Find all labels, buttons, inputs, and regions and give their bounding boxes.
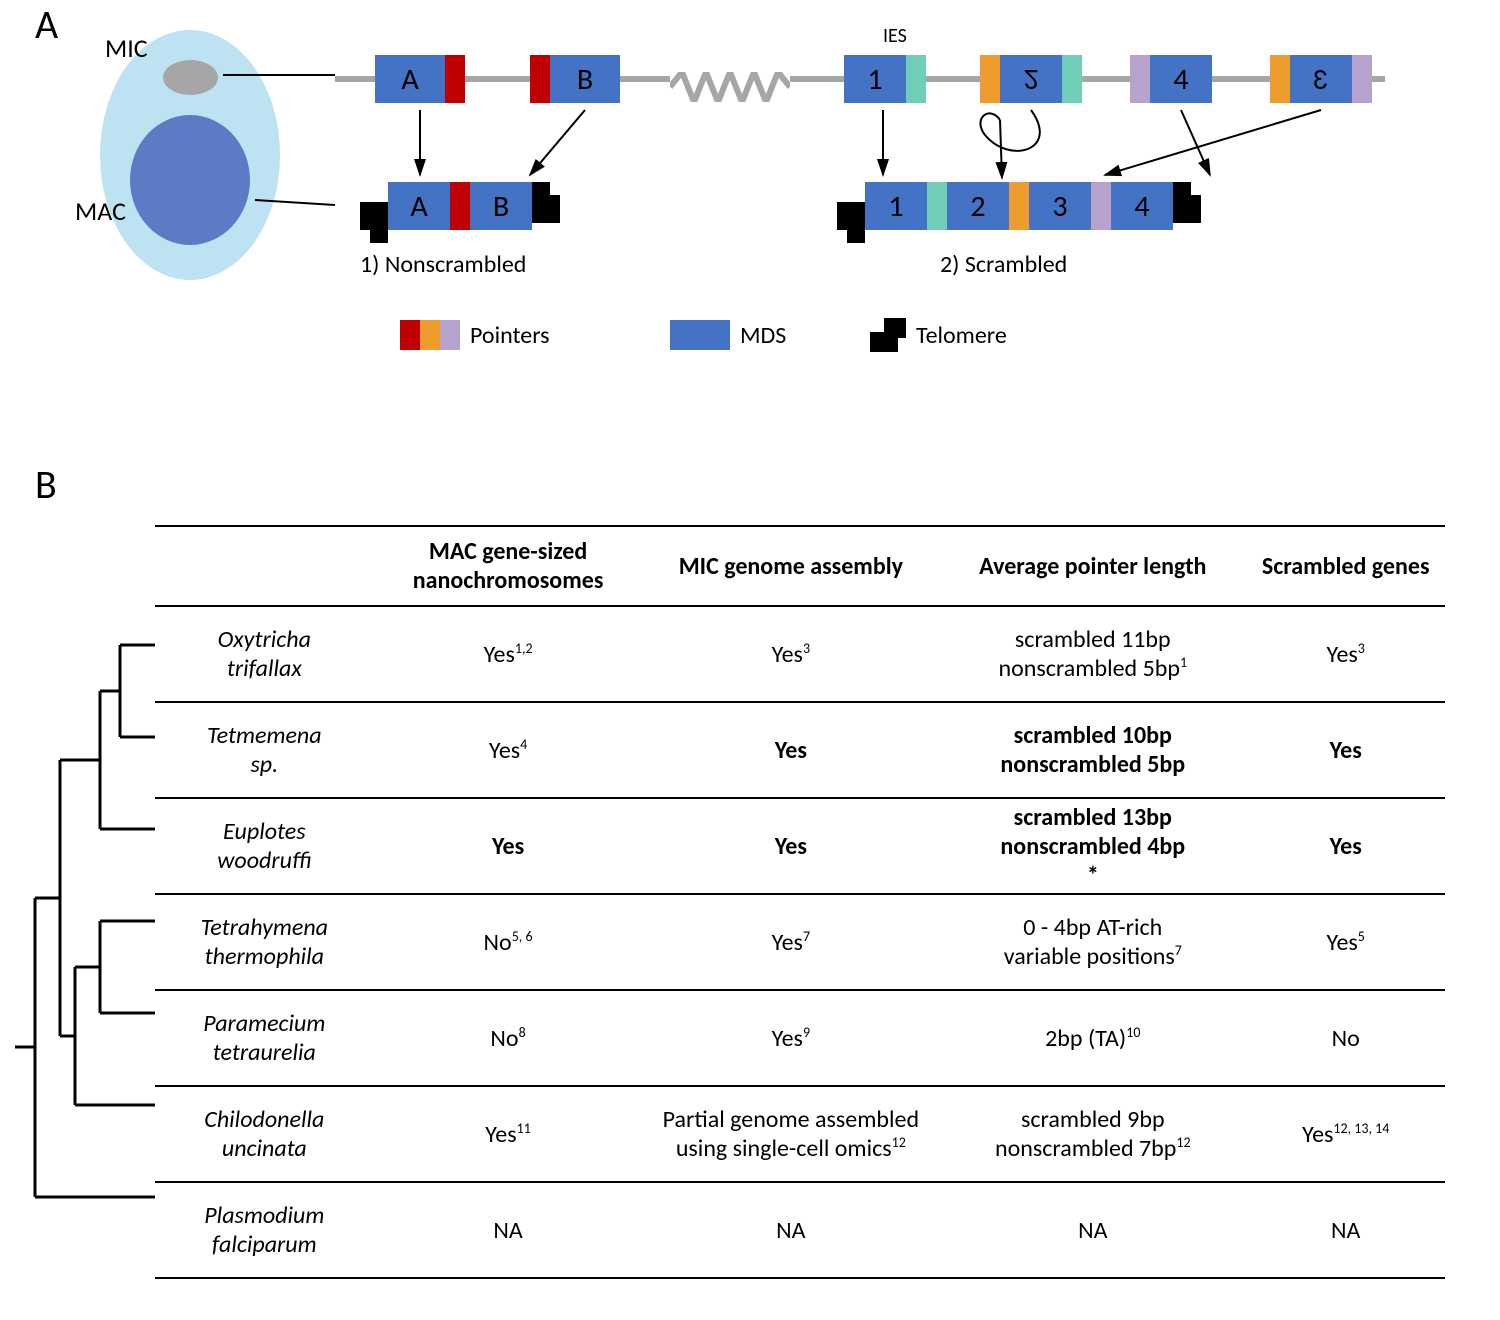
mac-block-2-label: 2 [970,188,985,225]
data-cell: No [1246,990,1445,1086]
mac-pointer-teal [927,182,947,230]
mac-block-4: 4 [1111,182,1173,230]
mac-block-B-label: B [493,188,509,225]
legend-mds-icon [670,320,730,350]
mac-block-A-label: A [410,188,427,225]
legend-mds-label: MDS [740,321,786,350]
legend-telomere-icon [870,318,906,352]
data-cell: Yes [374,798,643,894]
legend-pointer-red-icon [400,320,420,350]
data-cell: Yes [643,702,940,798]
data-cell: No8 [374,990,643,1086]
data-cell: Partial genome assembledusing single-cel… [643,1086,940,1182]
table-row: Tetmemenasp.Yes4Yesscrambled 10bpnonscra… [155,702,1445,798]
data-cell: NA [643,1182,940,1278]
data-cell: scrambled 11bpnonscrambled 5bp1 [939,606,1246,702]
species-cell: Tetrahymenathermophila [155,894,374,990]
table-row: OxytrichatrifallaxYes1,2Yes3scrambled 11… [155,606,1445,702]
data-cell: Yes4 [374,702,643,798]
data-cell: Yes1,2 [374,606,643,702]
table-row: PlasmodiumfalciparumNANANANA [155,1182,1445,1278]
table-header-row: MAC gene-sized nanochromosomes MIC genom… [155,526,1445,606]
mac-block-B: B [470,182,532,230]
legend-pointer-lilac-icon [440,320,460,350]
mac-pointer-red [450,182,470,230]
table-row: ChilodonellauncinataYes11Partial genome … [155,1086,1445,1182]
legend-mds: MDS [670,320,786,350]
th-mic: MIC genome assembly [643,526,940,606]
species-cell: Plasmodiumfalciparum [155,1182,374,1278]
data-cell: Yes7 [643,894,940,990]
mac-block-3-label: 3 [1052,188,1067,225]
species-cell: Parameciumtetraurelia [155,990,374,1086]
data-cell: Yes11 [374,1086,643,1182]
species-cell: Chilodonellauncinata [155,1086,374,1182]
species-cell: Oxytrichatrifallax [155,606,374,702]
data-cell: NA [374,1182,643,1278]
species-table: MAC gene-sized nanochromosomes MIC genom… [155,525,1445,1279]
caption-nonscrambled: 1) Nonscrambled [360,250,526,279]
telomere-left-bot-2 [847,215,865,243]
data-cell: No5, 6 [374,894,643,990]
legend-telomere: Telomere [870,318,1007,352]
data-cell: Yes3 [1246,606,1445,702]
mac-block-4-label: 4 [1134,188,1149,225]
data-cell: Yes5 [1246,894,1445,990]
panel-b: B [0,470,1500,1320]
panel-a: A MIC MAC IES A B 1 2 4 3 [0,0,1500,470]
th-species [155,526,374,606]
cladogram-tree-icon [0,600,155,1240]
data-cell: Yes [643,798,940,894]
mac-pointer-orange [1009,182,1029,230]
data-cell: NA [939,1182,1246,1278]
legend-pointers: Pointers [400,320,550,350]
caption-scrambled: 2) Scrambled [940,250,1067,279]
telomere-right-bot-2 [1173,195,1201,223]
th-scrambled: Scrambled genes [1246,526,1445,606]
table-row: ParameciumtetraureliaNo8Yes92bp (TA)10No [155,990,1445,1086]
legend-pointer-orange-icon [420,320,440,350]
data-cell: Yes [1246,702,1445,798]
telomere-right-bot-1 [532,195,560,223]
panel-b-label: B [35,460,57,509]
species-cell: Tetmemenasp. [155,702,374,798]
legend-pointers-label: Pointers [470,321,550,350]
table-row: EuploteswoodruffiYesYesscrambled 13bpnon… [155,798,1445,894]
species-cell: Euploteswoodruffi [155,798,374,894]
data-cell: 0 - 4bp AT-richvariable positions7 [939,894,1246,990]
table-body: OxytrichatrifallaxYes1,2Yes3scrambled 11… [155,606,1445,1278]
data-cell: Yes12, 13, 14 [1246,1086,1445,1182]
telomere-left-bot-1 [370,215,388,243]
mac-block-A: A [388,182,450,230]
data-cell: Yes [1246,798,1445,894]
th-mac: MAC gene-sized nanochromosomes [374,526,643,606]
data-cell: Yes3 [643,606,940,702]
data-cell: scrambled 13bpnonscrambled 4bp* [939,798,1246,894]
data-cell: scrambled 10bpnonscrambled 5bp [939,702,1246,798]
data-cell: NA [1246,1182,1445,1278]
th-pointer: Average pointer length [939,526,1246,606]
mac-block-1: 1 [865,182,927,230]
data-cell: 2bp (TA)10 [939,990,1246,1086]
mac-block-2: 2 [947,182,1009,230]
mac-pointer-lilac [1091,182,1111,230]
data-cell: scrambled 9bpnonscrambled 7bp12 [939,1086,1246,1182]
data-cell: Yes9 [643,990,940,1086]
table-row: TetrahymenathermophilaNo5, 6Yes70 - 4bp … [155,894,1445,990]
legend-telomere-label: Telomere [916,321,1007,350]
mac-block-1-label: 1 [888,188,903,225]
mac-block-3: 3 [1029,182,1091,230]
rearrangement-arrows [0,0,1500,300]
